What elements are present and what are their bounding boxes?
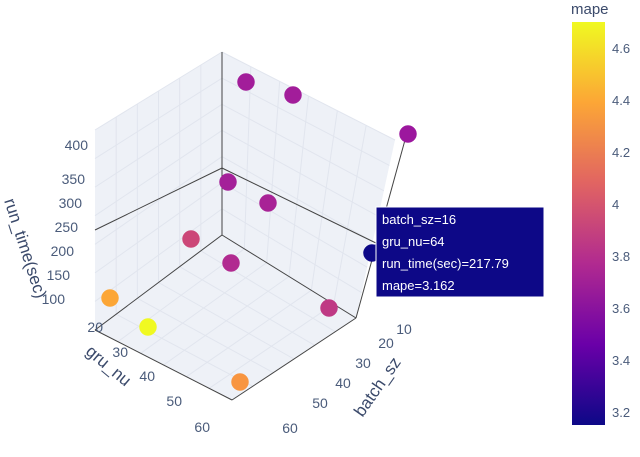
y-tick-label: 40 <box>139 368 155 384</box>
z-tick-label: 250 <box>55 219 79 235</box>
y-axis-ticks: 20 30 40 50 60 <box>87 319 210 435</box>
y-tick-label: 20 <box>87 319 103 335</box>
y-tick-label: 30 <box>112 344 128 360</box>
x-tick-label: 50 <box>312 395 328 411</box>
colorbar-gradient <box>572 22 605 425</box>
x-tick-label: 20 <box>378 335 394 351</box>
scatter-point[interactable] <box>237 73 255 91</box>
hover-line-batch: batch_sz=16 <box>382 212 456 227</box>
colorbar-ticks: 3.2 3.4 3.6 3.8 4 4.2 4.4 4.6 <box>612 41 630 420</box>
scatter-point[interactable] <box>222 254 240 272</box>
z-tick-label: 150 <box>47 267 71 283</box>
scatter-point[interactable] <box>320 299 338 317</box>
z-axis-ticks: 100 150 200 250 300 350 400 <box>42 137 89 307</box>
scatter-point[interactable] <box>219 173 237 191</box>
colorbar-tick-label: 3.8 <box>612 249 630 264</box>
y-tick-label: 50 <box>166 393 182 409</box>
scatter-point[interactable] <box>399 125 417 143</box>
colorbar-tick-label: 3.6 <box>612 301 630 316</box>
y-tick-label: 60 <box>194 419 210 435</box>
z-axis-title: run_time(sec) <box>0 196 50 301</box>
colorbar-tick-label: 4.6 <box>612 41 630 56</box>
floor-pane <box>95 235 356 400</box>
colorbar-tick-label: 3.4 <box>612 353 630 368</box>
colorbar-tick-label: 4.2 <box>612 145 630 160</box>
x-tick-label: 60 <box>282 420 298 436</box>
scatter-point[interactable] <box>259 194 277 212</box>
x-tick-label: 30 <box>355 355 371 371</box>
z-tick-label: 100 <box>42 291 66 307</box>
colorbar-tick-label: 4 <box>612 197 619 212</box>
colorbar-title: mape <box>571 1 609 18</box>
box-edges <box>94 52 406 401</box>
x-tick-label: 10 <box>396 321 412 337</box>
scatter-point[interactable] <box>284 86 302 104</box>
hover-tooltip: batch_sz=16 gru_nu=64 run_time(sec)=217.… <box>363 206 545 298</box>
scatter-point[interactable] <box>101 289 119 307</box>
z-tick-label: 400 <box>65 137 89 153</box>
colorbar-tick-label: 3.2 <box>612 405 630 420</box>
x-tick-label: 40 <box>335 375 351 391</box>
scatter-point[interactable] <box>231 373 249 391</box>
hover-line-gru: gru_nu=64 <box>382 234 445 249</box>
scatter-point[interactable] <box>139 318 157 336</box>
z-tick-label: 200 <box>51 243 75 259</box>
z-tick-label: 350 <box>62 171 86 187</box>
hover-line-mape: mape=3.162 <box>382 278 455 293</box>
colorbar-tick-label: 4.4 <box>612 93 630 108</box>
hover-line-runtime: run_time(sec)=217.79 <box>382 256 509 271</box>
scatter-point[interactable] <box>182 230 200 248</box>
colorbar: mape 3.2 3.4 3.6 3.8 4 4.2 4.4 4.6 <box>571 1 630 425</box>
z-tick-label: 300 <box>59 195 83 211</box>
